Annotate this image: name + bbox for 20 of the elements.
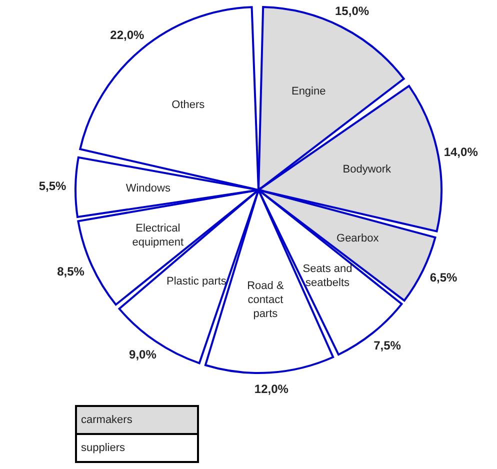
data-label: 5,5% bbox=[38, 179, 67, 194]
slice-label: Plastic parts bbox=[166, 275, 227, 288]
slice-label: Road & contact parts bbox=[247, 280, 284, 320]
slice-label: Engine bbox=[291, 86, 326, 98]
data-label: 15,0% bbox=[335, 4, 370, 18]
slice-label: Windows bbox=[126, 182, 171, 194]
data-label: 22,0% bbox=[110, 28, 145, 42]
slice-label: Electrical equipment bbox=[132, 222, 184, 248]
data-label: 9,0% bbox=[129, 348, 157, 362]
slice-label: Seats and seatbelts bbox=[302, 263, 352, 290]
data-label: 14,0% bbox=[444, 144, 478, 159]
data-label: 7,5% bbox=[374, 338, 402, 352]
slice-label: Others bbox=[172, 98, 206, 111]
slice-label: Bodywork bbox=[342, 163, 392, 176]
text: suppliers bbox=[76, 434, 198, 462]
data-label: 6,5% bbox=[430, 270, 458, 284]
data-label: 8,5% bbox=[57, 264, 85, 279]
text: carmakers bbox=[76, 406, 198, 434]
data-label: 12,0% bbox=[254, 382, 289, 396]
slice-label: Gearbox bbox=[336, 232, 380, 245]
